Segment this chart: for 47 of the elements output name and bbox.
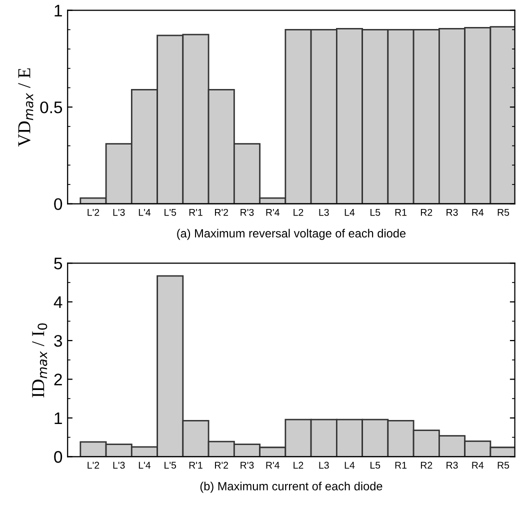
y-tick-label: 0 [54, 451, 62, 463]
x-tick-label: L4 [344, 209, 355, 216]
x-tick-label: R2 [420, 208, 432, 216]
x-tick-label: R3 [446, 462, 458, 469]
x-tick-label: L4 [344, 462, 355, 469]
x-tick-label: L'3 [113, 208, 125, 216]
x-tick-label: R'2 [215, 462, 228, 469]
x-tick-label: R4 [472, 462, 484, 469]
x-tick-label: L'2 [88, 208, 100, 216]
x-axis-title: (b) Maximum current of each diode [200, 482, 382, 493]
x-tick-label: R'3 [240, 208, 254, 216]
x-tick-label: R'1 [189, 462, 202, 469]
y-tick-label: 0 [54, 198, 62, 210]
x-tick-label: L'2 [88, 462, 100, 469]
x-tick-label: R1 [395, 462, 406, 469]
x-tick-label: L5 [370, 209, 380, 216]
x-tick-label: L'4 [138, 462, 151, 469]
x-tick-label: L3 [319, 462, 329, 469]
x-tick-label: L'4 [138, 209, 151, 216]
y-tick-label: 2 [54, 374, 62, 386]
y-axis-title: ID$_{max}$ / I$_{0}$ [32, 323, 48, 398]
y-tick-label: 1 [54, 412, 62, 424]
x-tick-label: R'2 [215, 208, 228, 216]
y-tick-label: 1 [54, 4, 62, 16]
x-tick-label: L'5 [164, 462, 176, 469]
y-tick-label: 3 [54, 334, 62, 347]
x-tick-label: L2 [294, 462, 304, 469]
y-axis-title: VD$_{max}$ / E [18, 68, 34, 147]
x-tick-label: L'5 [164, 209, 176, 216]
y-tick-label: 4 [54, 296, 62, 308]
x-axis-title: (a) Maximum reversal voltage of each diode [177, 228, 406, 240]
y-tick-label: 0.5 [40, 101, 62, 114]
x-tick-label: R3 [446, 208, 458, 216]
x-tick-label: R4 [472, 209, 484, 216]
x-tick-label: R5 [498, 462, 510, 469]
x-tick-label: R'4 [266, 209, 280, 216]
x-tick-label: R5 [498, 209, 510, 216]
x-tick-label: L3 [319, 208, 329, 216]
x-tick-label: R'4 [266, 462, 280, 469]
x-tick-label: R'3 [240, 462, 254, 469]
x-tick-label: L'3 [113, 462, 125, 469]
x-tick-label: L2 [294, 208, 304, 216]
x-tick-label: R2 [420, 462, 432, 469]
y-tick-label: 5 [54, 258, 62, 270]
x-tick-label: L5 [370, 462, 380, 469]
x-tick-label: R'1 [189, 209, 202, 216]
x-tick-label: R1 [395, 209, 406, 216]
